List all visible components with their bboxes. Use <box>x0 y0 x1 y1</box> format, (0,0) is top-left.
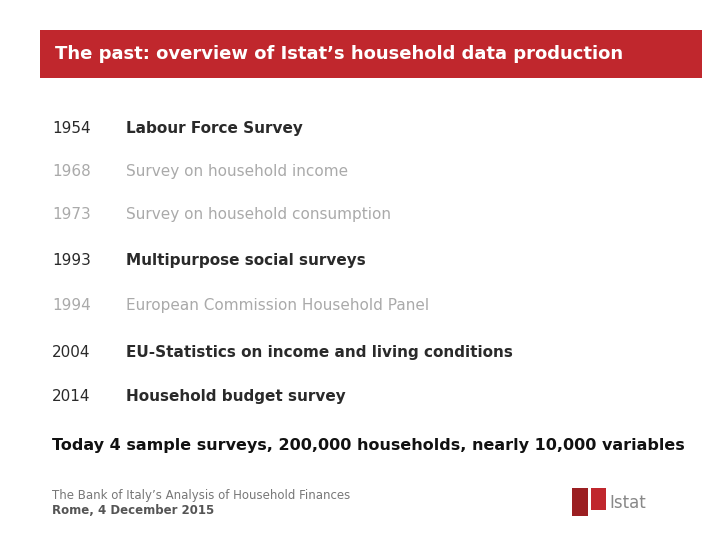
Text: Household budget survey: Household budget survey <box>126 389 346 404</box>
Text: EU-Statistics on income and living conditions: EU-Statistics on income and living condi… <box>126 345 513 360</box>
Text: Labour Force Survey: Labour Force Survey <box>126 121 303 136</box>
Text: Today 4 sample surveys, 200,000 households, nearly 10,000 variables: Today 4 sample surveys, 200,000 househol… <box>52 438 685 453</box>
Text: 1973: 1973 <box>52 207 91 222</box>
Text: 1968: 1968 <box>52 164 91 179</box>
Text: Rome, 4 December 2015: Rome, 4 December 2015 <box>52 504 214 517</box>
Text: 1954: 1954 <box>52 121 91 136</box>
FancyBboxPatch shape <box>572 488 588 516</box>
Text: 1993: 1993 <box>52 253 91 268</box>
Text: Istat: Istat <box>610 494 647 512</box>
FancyBboxPatch shape <box>591 488 606 510</box>
Text: Multipurpose social surveys: Multipurpose social surveys <box>126 253 366 268</box>
Text: The Bank of Italy’s Analysis of Household Finances: The Bank of Italy’s Analysis of Househol… <box>52 489 350 502</box>
Text: Survey on household consumption: Survey on household consumption <box>126 207 391 222</box>
FancyBboxPatch shape <box>40 30 702 78</box>
Text: 2014: 2014 <box>52 389 90 404</box>
Text: European Commission Household Panel: European Commission Household Panel <box>126 298 429 313</box>
Text: 1994: 1994 <box>52 298 91 313</box>
Text: Survey on household income: Survey on household income <box>126 164 348 179</box>
Text: The past: overview of Istat’s household data production: The past: overview of Istat’s household … <box>55 45 624 63</box>
Text: 2004: 2004 <box>52 345 90 360</box>
